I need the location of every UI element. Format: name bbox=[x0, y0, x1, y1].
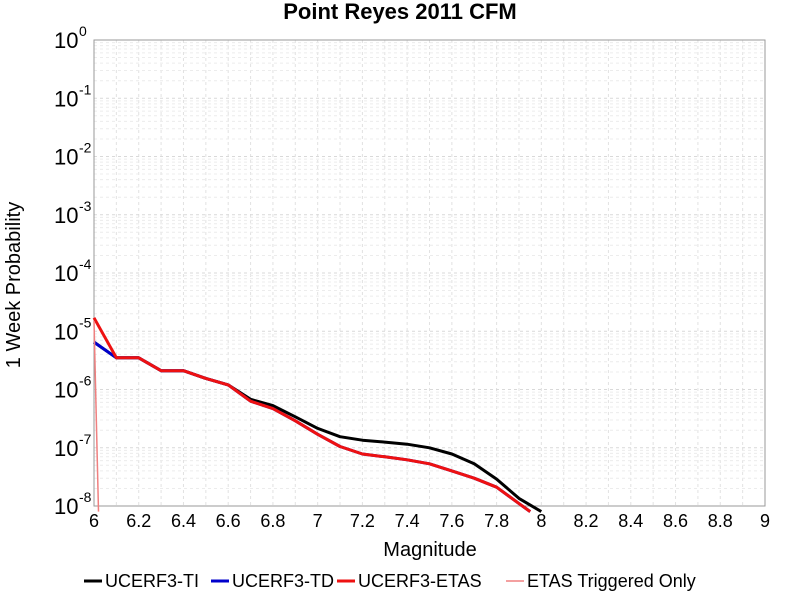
y-axis-label: 1 Week Probability bbox=[3, 202, 25, 368]
y-tick-exponent: -6 bbox=[79, 373, 92, 389]
y-tick-label: 10 bbox=[54, 494, 78, 519]
x-tick-label: 7.8 bbox=[484, 511, 509, 531]
legend-label: UCERF3-ETAS bbox=[358, 571, 482, 591]
x-tick-label: 8.6 bbox=[663, 511, 688, 531]
x-tick-label: 8.8 bbox=[708, 511, 733, 531]
grid-lines bbox=[93, 40, 766, 507]
y-tick-label: 10 bbox=[54, 261, 78, 286]
y-tick-label: 10 bbox=[54, 436, 78, 461]
series-layer bbox=[92, 317, 543, 513]
series-line bbox=[93, 320, 100, 512]
x-axis-label: Magnitude bbox=[383, 539, 476, 561]
legend: UCERF3-TI UCERF3-TD UCERF3-ETAS ETAS Trigge… bbox=[84, 571, 696, 591]
y-tick-label: 10 bbox=[54, 28, 78, 53]
y-tick-label: 10 bbox=[54, 203, 78, 228]
y-tick-label: 10 bbox=[54, 378, 78, 403]
x-tick-label: 7 bbox=[313, 511, 323, 531]
x-tick-label: 8 bbox=[536, 511, 546, 531]
x-tick-label: 6.2 bbox=[126, 511, 151, 531]
series-line bbox=[92, 317, 532, 513]
y-tick-exponent: -1 bbox=[79, 81, 92, 97]
x-tick-labels: 6 6.2 6.4 6.6 6.8 7 7.2 7.4 7.6 7.8 8 8.2 8.4 8.6 8.8 9 bbox=[89, 511, 770, 531]
x-tick-label: 9 bbox=[760, 511, 770, 531]
y-tick-exponent: -3 bbox=[79, 198, 92, 214]
legend-label: ETAS Triggered Only bbox=[527, 571, 696, 591]
y-tick-exponent: -2 bbox=[79, 140, 92, 156]
y-tick-label: 10 bbox=[54, 145, 78, 170]
y-tick-label: 10 bbox=[54, 319, 78, 344]
y-tick-label: 10 bbox=[54, 86, 78, 111]
legend-label: UCERF3-TD bbox=[232, 571, 334, 591]
x-tick-label: 8.4 bbox=[618, 511, 643, 531]
chart-title: Point Reyes 2011 CFM bbox=[283, 0, 517, 24]
legend-label: UCERF3-TI bbox=[105, 571, 199, 591]
y-tick-exponent: -4 bbox=[79, 256, 92, 272]
x-tick-label: 6.4 bbox=[171, 511, 196, 531]
x-tick-label: 7.2 bbox=[350, 511, 375, 531]
x-tick-label: 6 bbox=[89, 511, 99, 531]
plot-frame bbox=[93, 39, 766, 507]
y-tick-exponent: 0 bbox=[79, 23, 87, 39]
x-tick-label: 7.6 bbox=[439, 511, 464, 531]
x-tick-label: 6.6 bbox=[216, 511, 241, 531]
y-tick-exponent: -5 bbox=[79, 314, 92, 330]
x-tick-label: 8.2 bbox=[574, 511, 599, 531]
y-tick-exponent: -8 bbox=[79, 489, 92, 505]
x-tick-label: 6.8 bbox=[260, 511, 285, 531]
y-tick-exponent: -7 bbox=[79, 431, 92, 447]
x-tick-label: 7.4 bbox=[395, 511, 420, 531]
